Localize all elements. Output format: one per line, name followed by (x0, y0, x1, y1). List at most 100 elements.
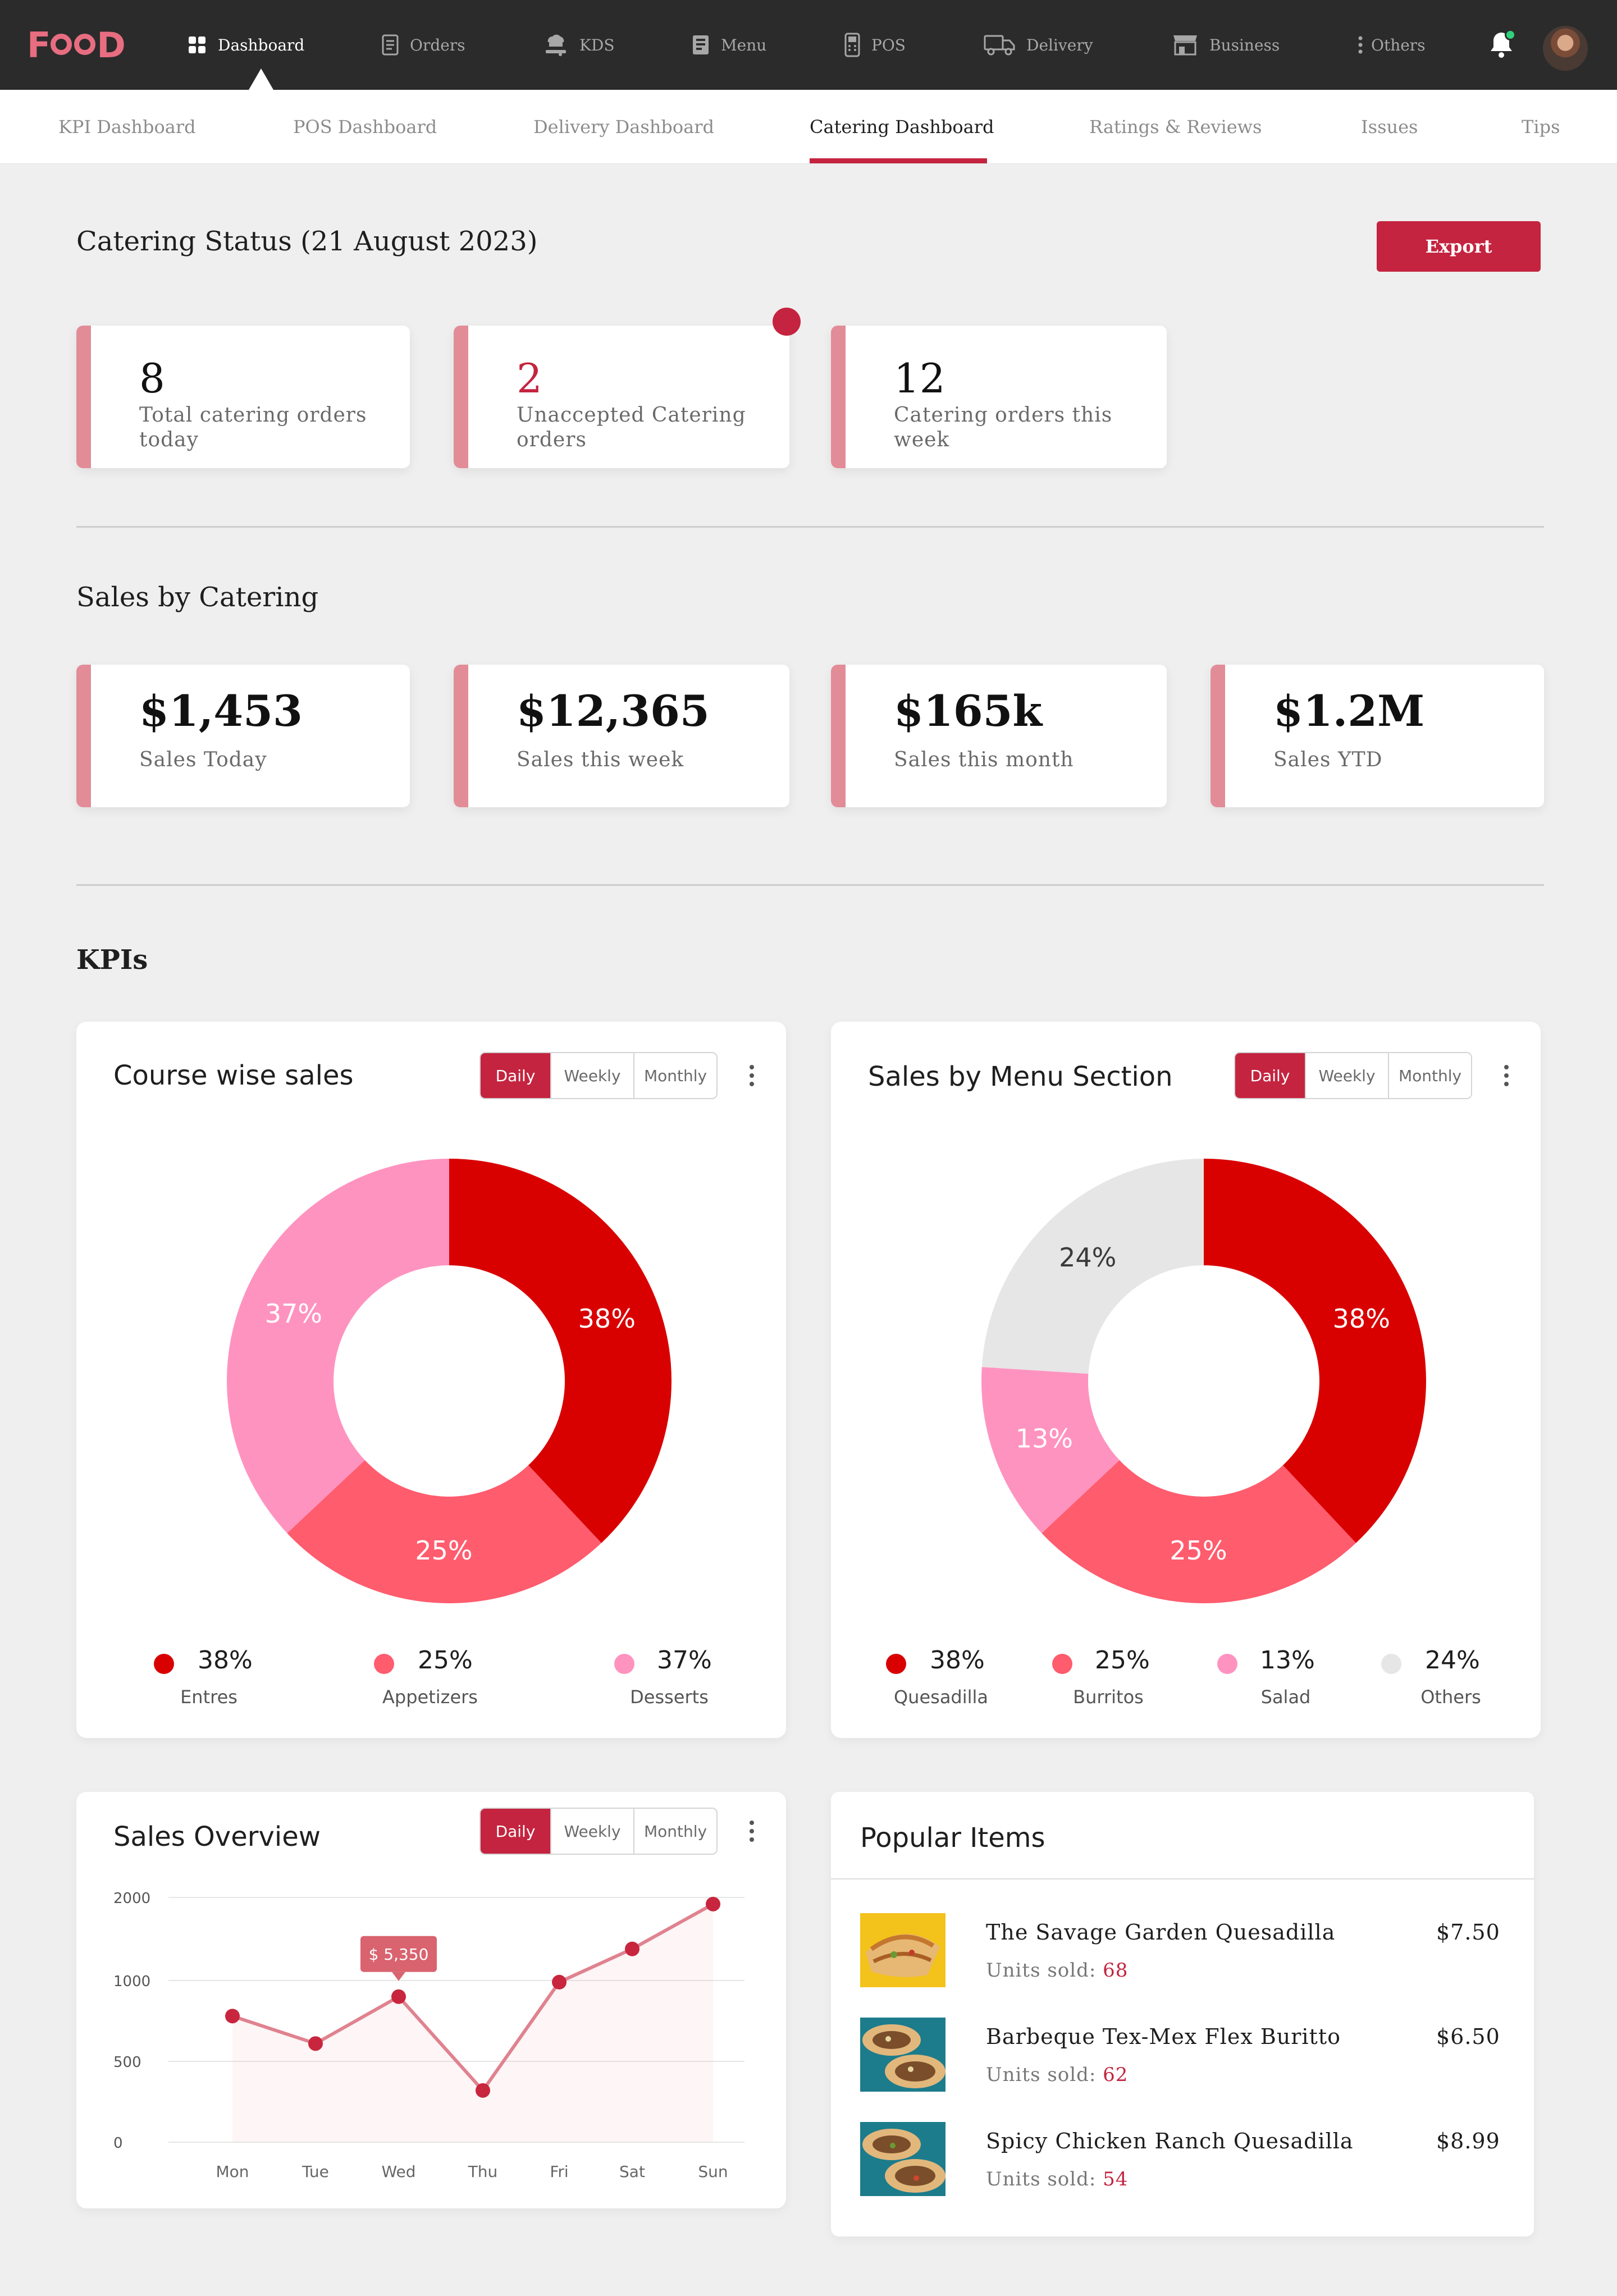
period-weekly-button[interactable]: Weekly (1305, 1053, 1388, 1098)
sales-value: $1,453 (139, 686, 303, 736)
stat-card-unaccepted-orders[interactable]: 2 Unaccepted Catering orders (454, 326, 789, 468)
orders-doc-icon (382, 34, 399, 56)
export-button[interactable]: Export (1377, 221, 1541, 272)
x-tick-label: Wed (381, 2162, 415, 2181)
active-nav-caret (249, 68, 273, 90)
nav-orders[interactable]: Orders (382, 0, 465, 90)
card-accent-bar (831, 326, 846, 468)
tab-catering-dashboard[interactable]: Catering Dashboard (810, 116, 994, 138)
period-monthly-button[interactable]: Monthly (1388, 1053, 1471, 1098)
popular-item-thumbnail[interactable] (860, 2018, 945, 2092)
menu-slice-label-burritos: 25% (1170, 1535, 1227, 1566)
chart-tooltip: $ 5,350 (360, 1936, 437, 1981)
nav-kds[interactable]: KDS (543, 0, 615, 90)
legend-name-entres: Entres (180, 1686, 237, 1708)
sales-overview-panel (76, 1792, 786, 2208)
card-accent-bar (454, 665, 468, 807)
data-point-sun[interactable] (706, 1896, 720, 1911)
nav-delivery-label: Delivery (1026, 35, 1093, 54)
sales-label: Sales this week (517, 748, 684, 771)
sales-card-ytd[interactable]: $1.2M Sales YTD (1211, 665, 1544, 807)
x-tick-label: Fri (550, 2162, 568, 2181)
data-point-tue[interactable] (308, 2036, 323, 2051)
nav-business[interactable]: Business (1172, 0, 1280, 90)
tab-tips[interactable]: Tips (1522, 116, 1560, 138)
popular-item-name[interactable]: Barbeque Tex-Mex Flex Buritto (986, 2024, 1341, 2049)
legend-pct-desserts: 37% (657, 1646, 712, 1675)
data-point-wed[interactable] (391, 1989, 406, 2004)
nav-pos[interactable]: POS (844, 0, 906, 90)
x-tick-label: Tue (302, 2162, 329, 2181)
card-accent-bar (76, 326, 91, 468)
overview-more-options-icon[interactable] (743, 1814, 760, 1848)
period-weekly-button[interactable]: Weekly (550, 1053, 633, 1098)
section-divider (76, 526, 1544, 528)
more-vertical-icon (1358, 36, 1363, 54)
units-value: 54 (1103, 2168, 1129, 2190)
course-slice-appetizers[interactable] (287, 1460, 602, 1603)
menu-slice-burritos[interactable] (1042, 1460, 1356, 1603)
stat-card-total-orders[interactable]: 8 Total catering orders today (76, 326, 410, 468)
user-avatar[interactable] (1543, 26, 1588, 71)
legend-name-desserts: Desserts (630, 1686, 709, 1708)
course-more-options-icon[interactable] (743, 1059, 760, 1092)
card-accent-bar (1211, 665, 1225, 807)
data-point-fri[interactable] (552, 1974, 567, 1989)
period-monthly-button[interactable]: Monthly (633, 1809, 716, 1854)
menu-slice-quesadilla[interactable] (1204, 1159, 1426, 1543)
tab-issues[interactable]: Issues (1361, 116, 1418, 138)
active-tab-underline (810, 158, 987, 163)
tab-pos-dashboard[interactable]: POS Dashboard (293, 116, 437, 138)
sales-card-today[interactable]: $1,453 Sales Today (76, 665, 410, 807)
sales-overview-line-chart: 0 500 1000 2000 Mon Tue Wed Thu Fri Sat Sun $ 5,350 (113, 1890, 744, 2181)
menu-slice-label-salad: 13% (1016, 1423, 1073, 1453)
menu-more-options-icon[interactable] (1498, 1059, 1515, 1092)
menu-period-toggle: Daily Weekly Monthly (1234, 1052, 1472, 1099)
data-point-sat[interactable] (625, 1941, 640, 1956)
legend-dot-desserts (614, 1654, 634, 1674)
menu-slice-salad[interactable] (981, 1367, 1120, 1534)
nav-menu-label: Menu (721, 35, 767, 54)
popular-item-name[interactable]: Spicy Chicken Ranch Quesadilla (986, 2129, 1354, 2153)
quesadilla-food-image (860, 2122, 945, 2196)
data-point-mon[interactable] (225, 2009, 240, 2024)
tab-ratings-reviews[interactable]: Ratings & Reviews (1089, 116, 1262, 138)
x-tick-label: Thu (468, 2162, 498, 2181)
data-point-thu[interactable] (476, 2083, 490, 2098)
legend-pct-entres: 38% (198, 1646, 253, 1675)
pos-terminal-icon (844, 33, 860, 57)
legend-dot-salad (1217, 1654, 1237, 1674)
x-tick-label: Mon (216, 2162, 249, 2181)
popular-item-thumbnail[interactable] (860, 2122, 945, 2196)
period-monthly-button[interactable]: Monthly (633, 1053, 716, 1098)
nav-orders-label: Orders (410, 35, 465, 54)
period-daily-button[interactable]: Daily (1235, 1053, 1305, 1098)
nav-menu[interactable]: Menu (692, 0, 766, 90)
stat-card-weekly-orders[interactable]: 12 Catering orders this week (831, 326, 1167, 468)
sales-value: $12,365 (517, 686, 710, 736)
menu-slice-others[interactable] (981, 1159, 1204, 1374)
nav-others[interactable]: Others (1358, 0, 1426, 90)
course-slice-desserts[interactable] (227, 1159, 449, 1534)
delivery-truck-icon (984, 35, 1015, 56)
sales-card-month[interactable]: $165k Sales this month (831, 665, 1167, 807)
period-weekly-button[interactable]: Weekly (550, 1809, 633, 1854)
popular-items-panel (831, 1792, 1534, 2236)
nav-delivery[interactable]: Delivery (984, 0, 1093, 90)
nav-dashboard[interactable]: Dashboard (188, 0, 304, 90)
period-daily-button[interactable]: Daily (481, 1053, 550, 1098)
course-wise-sales-title: Course wise sales (113, 1060, 354, 1091)
legend-dot-others (1381, 1654, 1401, 1674)
period-daily-button[interactable]: Daily (481, 1809, 550, 1854)
popular-item-thumbnail[interactable] (860, 1913, 945, 1987)
tab-delivery-dashboard[interactable]: Delivery Dashboard (533, 116, 714, 138)
legend-pct-appetizers: 25% (418, 1646, 473, 1675)
popular-item-units: Units sold: 54 (986, 2168, 1128, 2190)
sales-card-week[interactable]: $12,365 Sales this week (454, 665, 789, 807)
quesadilla-food-image (860, 1913, 945, 1987)
course-slice-entres[interactable] (449, 1159, 672, 1543)
popular-item-name[interactable]: The Savage Garden Quesadilla (986, 1920, 1336, 1945)
tab-kpi-dashboard[interactable]: KPI Dashboard (58, 116, 196, 138)
sales-overview-title: Sales Overview (113, 1821, 321, 1853)
